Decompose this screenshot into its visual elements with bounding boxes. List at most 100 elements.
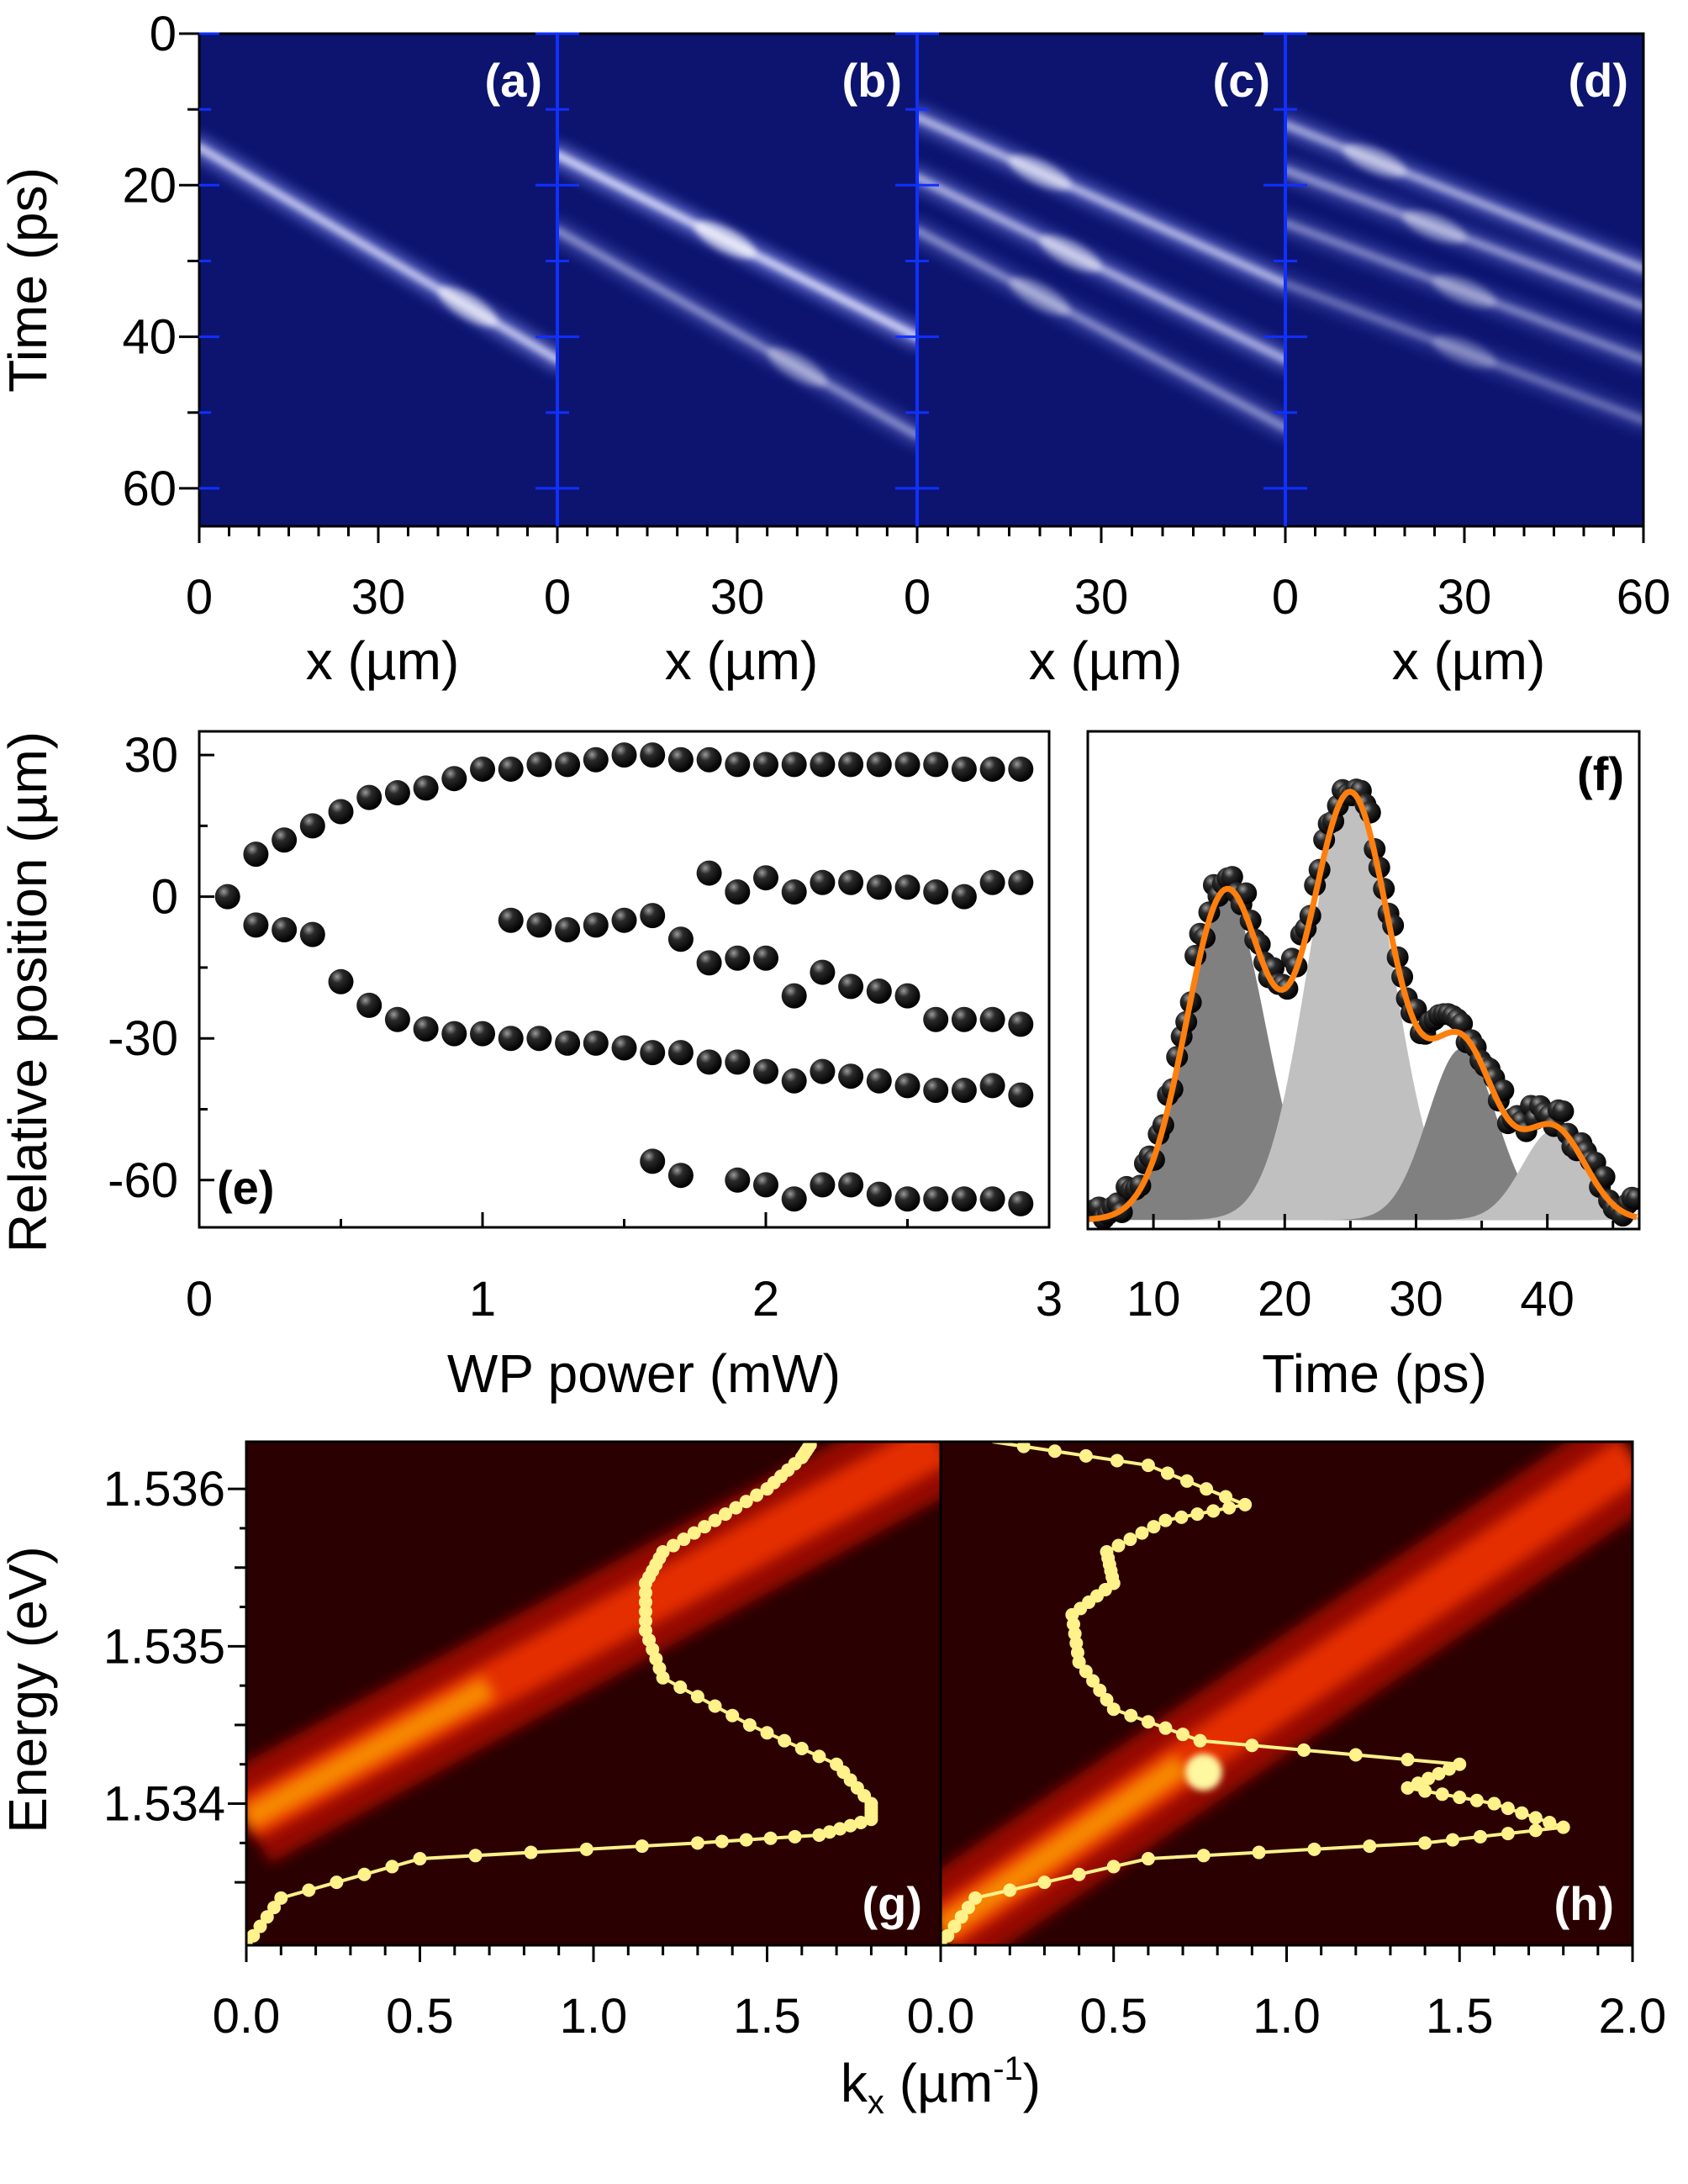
spectrum-profile-point bbox=[1348, 1748, 1363, 1762]
data-point bbox=[838, 973, 864, 1000]
gaussian-component-4 bbox=[1088, 1129, 1639, 1221]
spectrum-profile-point bbox=[1176, 1728, 1190, 1742]
data-point bbox=[781, 983, 807, 1009]
streak-1-peak bbox=[1343, 144, 1406, 177]
spectrum-profile-point bbox=[961, 1901, 975, 1915]
data-point bbox=[272, 917, 298, 942]
spectrum-profile-point bbox=[1124, 1708, 1138, 1722]
data-point bbox=[356, 992, 382, 1018]
streak-3-peak bbox=[1432, 275, 1496, 308]
panel-d-streaks bbox=[1285, 112, 1643, 433]
data-point bbox=[753, 1172, 778, 1198]
streak-1-core bbox=[917, 113, 1285, 288]
data-point bbox=[810, 869, 836, 895]
spectrum-profile-point bbox=[1453, 1791, 1467, 1805]
data-point bbox=[979, 1073, 1005, 1099]
spectrum-profile-point bbox=[822, 1825, 836, 1839]
data-point bbox=[526, 912, 552, 938]
data-point bbox=[696, 746, 722, 773]
panel-c-label: (c) bbox=[1213, 54, 1270, 107]
data-point bbox=[356, 784, 382, 810]
data-point bbox=[667, 746, 694, 773]
panel-a-label: (a) bbox=[485, 54, 542, 107]
streak-1-peak bbox=[438, 286, 498, 327]
spectrum-profile-point bbox=[1219, 1490, 1233, 1504]
y-tick-label: -30 bbox=[108, 1011, 178, 1066]
y-tick-label: 1.536 bbox=[103, 1462, 225, 1517]
spectrum-profile-point bbox=[742, 1717, 757, 1732]
panel-b-streaks bbox=[557, 142, 917, 448]
data-point bbox=[583, 912, 609, 938]
spectrum-profile-point bbox=[1100, 1545, 1114, 1559]
data-point bbox=[838, 1172, 864, 1198]
spectrum-profile-point bbox=[778, 1733, 792, 1748]
spectrum-profile-point bbox=[843, 1818, 857, 1833]
data-point bbox=[725, 752, 751, 778]
streak-1-peak bbox=[1009, 155, 1071, 191]
spectrum-profile-point bbox=[1200, 1482, 1214, 1496]
data-point bbox=[470, 1021, 495, 1047]
spectrum-profile-point bbox=[1528, 1823, 1543, 1838]
streak-3-peak bbox=[1010, 277, 1070, 316]
streak-2-core bbox=[917, 173, 1285, 364]
spectrum-profile-point bbox=[1401, 1780, 1415, 1795]
spectrum-profile-point bbox=[1079, 1448, 1093, 1463]
data-point bbox=[384, 1006, 410, 1032]
spectrum-profile-point bbox=[1435, 1787, 1449, 1802]
streak-2-peak bbox=[1402, 210, 1467, 244]
y-axis-label: Relative position (µm) bbox=[0, 731, 58, 1253]
data-point bbox=[384, 780, 410, 806]
gaussian-component-1 bbox=[1088, 894, 1639, 1221]
data-point bbox=[299, 813, 325, 839]
x-tick-label: 60 bbox=[1617, 570, 1671, 625]
data-point bbox=[1008, 1082, 1034, 1108]
streak-4-peak bbox=[1432, 335, 1496, 368]
spectrum-profile-point bbox=[794, 1742, 809, 1756]
data-point bbox=[667, 926, 694, 952]
data-point bbox=[413, 775, 439, 801]
spectrum-profile-point bbox=[690, 1690, 704, 1704]
data-point bbox=[894, 1073, 920, 1099]
spectrum-profile-point bbox=[638, 1595, 652, 1609]
spectrum-profile-point bbox=[468, 1849, 483, 1863]
data-point bbox=[1552, 1100, 1575, 1122]
data-point bbox=[866, 1181, 892, 1207]
data-point bbox=[781, 1186, 807, 1212]
spectrum-profile-point bbox=[1016, 1442, 1031, 1453]
x-axis-label-symbol: k bbox=[841, 2053, 868, 2113]
spectrum-profile-point bbox=[1079, 1664, 1093, 1679]
spectrum-profile-point bbox=[1135, 1526, 1149, 1540]
data-point bbox=[866, 979, 892, 1005]
data-point bbox=[299, 921, 325, 947]
data-point bbox=[498, 907, 524, 933]
x-axis-label: x (µm) bbox=[1392, 630, 1546, 691]
spectrum-profile-point bbox=[673, 1680, 688, 1695]
spectrum-profile-point bbox=[1086, 1674, 1100, 1688]
spectrum-profile-point bbox=[1432, 1766, 1446, 1780]
data-point bbox=[1008, 1011, 1034, 1037]
x-tick-label: 30 bbox=[351, 570, 406, 625]
spectrum-profile-point bbox=[708, 1699, 722, 1713]
data-point bbox=[810, 1172, 836, 1198]
spectrum-profile-point bbox=[739, 1833, 753, 1847]
x-axis-label: kx (µm-1) bbox=[841, 2050, 1041, 2121]
spectrum-profile-point bbox=[968, 1891, 983, 1905]
spectrum-profile-point bbox=[1141, 1459, 1155, 1473]
data-point bbox=[328, 968, 354, 994]
spectrum-profile-point bbox=[253, 1919, 267, 1933]
data-point bbox=[866, 752, 892, 778]
data-point bbox=[583, 1030, 609, 1056]
spectrum-profile-point bbox=[1003, 1883, 1017, 1897]
spectrum-profile-point bbox=[954, 1910, 968, 1924]
spectrum-profile-point bbox=[1238, 1497, 1253, 1511]
y-tick-label: 1.534 bbox=[103, 1777, 225, 1832]
streak-3-core bbox=[917, 226, 1285, 432]
data-point bbox=[979, 1006, 1005, 1032]
spectrum-profile-point bbox=[1401, 1753, 1415, 1767]
data-point bbox=[725, 1167, 751, 1193]
spectrum-profile-point bbox=[1158, 1513, 1173, 1527]
x-tick-label: 0 bbox=[186, 570, 213, 625]
dispersion-bright bbox=[246, 1675, 496, 1831]
spectrum-profile-point bbox=[1174, 1510, 1189, 1524]
